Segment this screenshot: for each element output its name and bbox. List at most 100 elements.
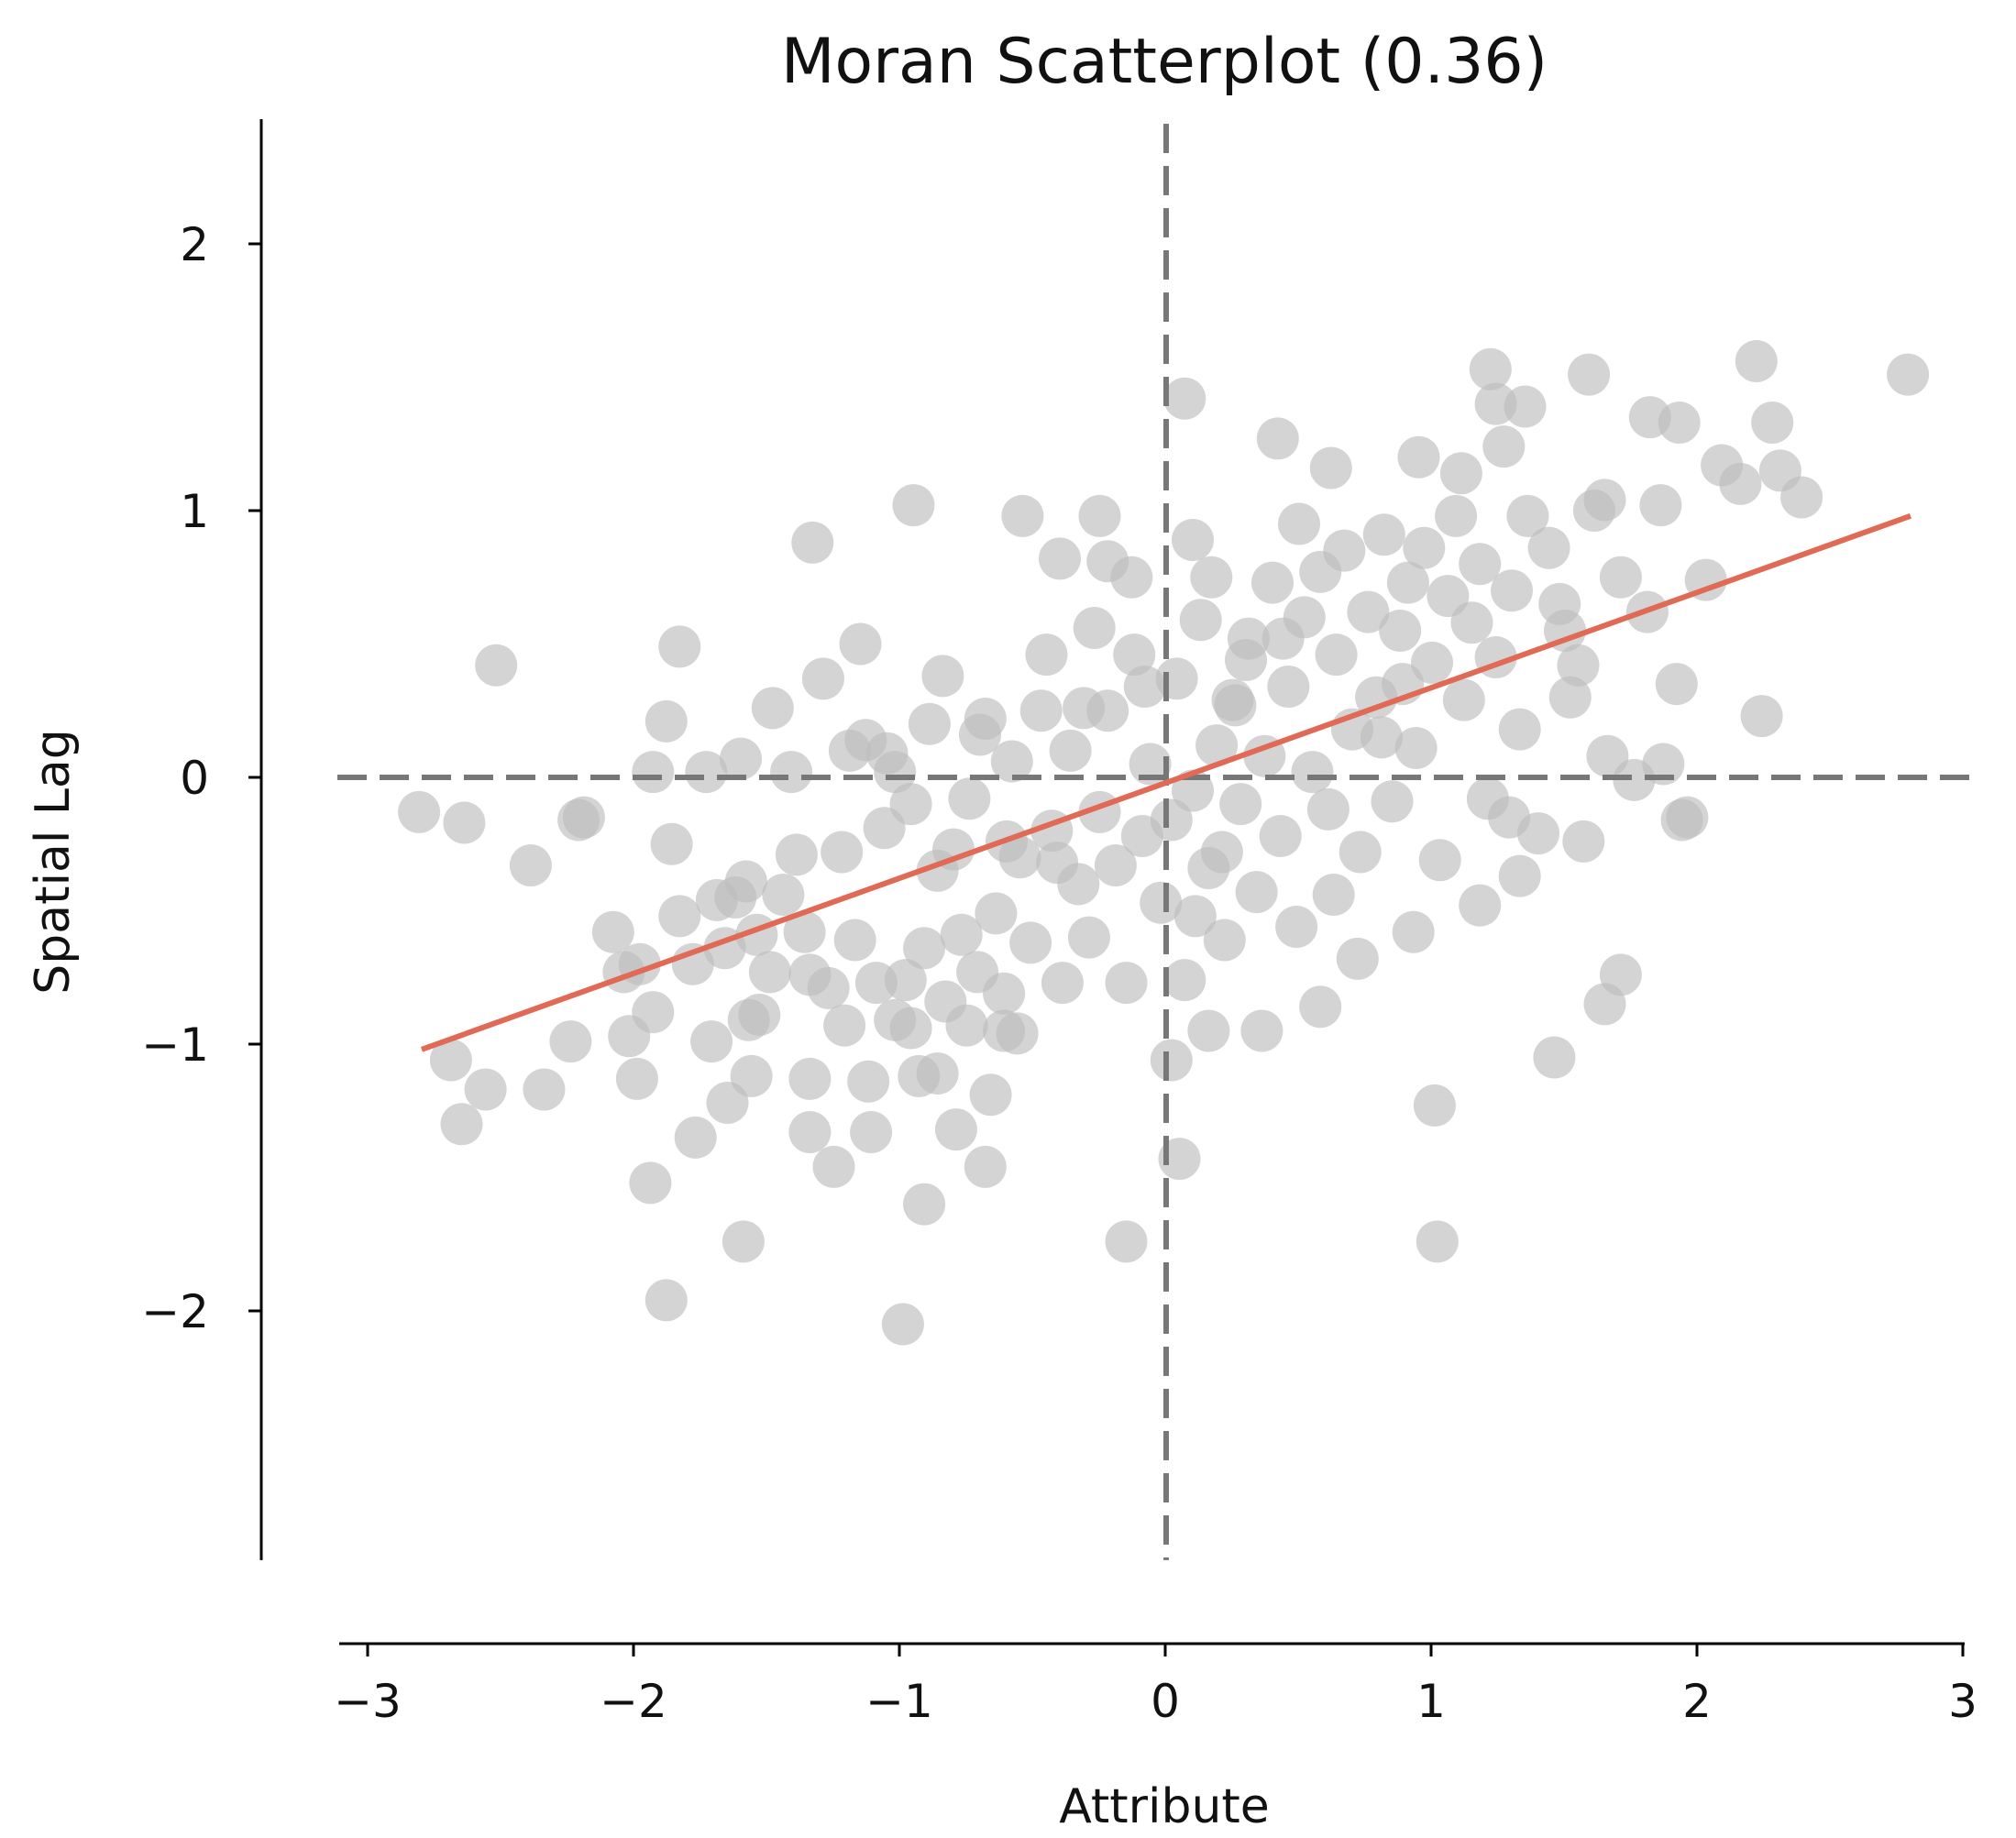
scatter-point — [1506, 494, 1549, 537]
scatter-point — [1025, 633, 1068, 677]
scatter-point — [812, 1145, 855, 1188]
scatter-point — [650, 822, 693, 865]
scatter-point — [1362, 513, 1405, 556]
scatter-point — [1225, 638, 1267, 681]
scatter-point — [969, 1073, 1012, 1117]
scatter-point — [1309, 446, 1352, 490]
scatter-point — [1498, 854, 1541, 897]
scatter-point — [1195, 724, 1239, 767]
scatter-point — [549, 1020, 592, 1063]
x-axis-ticks: −3 −2 −1 0 1 2 3 — [334, 1644, 1977, 1728]
scatter-point — [1658, 401, 1701, 444]
scatter-point — [903, 1183, 946, 1226]
scatter-point — [1291, 751, 1334, 794]
scatter-point — [948, 777, 991, 820]
scatter-point — [1172, 769, 1214, 812]
scatter-point — [823, 1004, 866, 1047]
scatter-point — [1360, 716, 1403, 759]
scatter-point — [1599, 556, 1642, 599]
y-tick-label: 2 — [180, 218, 209, 271]
scatter-point — [964, 1145, 1007, 1188]
scatter-point — [1312, 874, 1355, 917]
scatter-point — [934, 1108, 977, 1151]
scatter-point — [751, 687, 794, 730]
scatter-point — [1123, 666, 1166, 709]
scatter-point — [1740, 695, 1783, 738]
scatter-point — [1347, 590, 1390, 633]
scatter-point — [658, 895, 701, 938]
scatter-point — [658, 625, 701, 668]
scatter-point — [1063, 687, 1106, 730]
scatter-point — [1450, 601, 1493, 644]
scatter-point — [722, 1220, 765, 1263]
scatter-point — [1386, 561, 1429, 604]
scatter-point — [1439, 452, 1482, 495]
scatter-point — [801, 657, 844, 700]
scatter-point — [788, 1057, 832, 1100]
scatter-point — [398, 790, 441, 833]
scatter-point — [1336, 937, 1379, 980]
scatter-point — [724, 860, 767, 903]
scatter-point — [1150, 798, 1193, 842]
scatter-point — [1411, 641, 1453, 684]
scatter-point — [738, 993, 781, 1036]
scatter-point — [443, 801, 486, 844]
scatter-point — [1240, 1009, 1283, 1052]
scatter-point — [1214, 684, 1257, 727]
x-tick-label: 0 — [1151, 1675, 1180, 1728]
scatter-point — [1315, 633, 1358, 677]
y-tick-label: 1 — [180, 485, 209, 538]
scatter-point — [632, 751, 675, 794]
scatter-point — [1548, 676, 1592, 719]
scatter-point — [591, 910, 634, 953]
scatter-point — [509, 844, 552, 887]
scatter-point — [1435, 494, 1478, 537]
scatter-point — [1371, 780, 1414, 823]
scatter-point — [833, 919, 876, 962]
chart-title: Moran Scatterplot (0.36) — [781, 26, 1548, 98]
scatter-point — [440, 1103, 483, 1146]
scatter-point — [903, 927, 946, 970]
scatter-point — [1504, 385, 1547, 428]
scatter-point — [1110, 556, 1153, 599]
scatter-point — [821, 831, 864, 874]
scatter-point — [674, 1116, 717, 1159]
scatter-point — [762, 874, 805, 917]
scatter-point — [475, 644, 518, 687]
scatter-point — [839, 622, 882, 666]
scatter-point — [1073, 607, 1116, 650]
x-tick-label: −2 — [600, 1675, 667, 1728]
scatter-point — [770, 751, 813, 794]
scatter-point — [1041, 962, 1084, 1005]
scatter-point — [1599, 953, 1642, 996]
scatter-point — [1394, 726, 1438, 769]
scatter-point — [685, 751, 728, 794]
scatter-point — [608, 1015, 651, 1058]
scatter-point — [1179, 599, 1222, 642]
x-axis-label: Attribute — [1059, 1779, 1270, 1834]
scatter-point — [1735, 340, 1778, 383]
scatter-point — [881, 1303, 924, 1346]
scatter-point — [1498, 708, 1541, 751]
scatter-point — [1172, 519, 1214, 562]
regression-fit-line — [420, 512, 1912, 1052]
scatter-point — [990, 740, 1033, 783]
scatter-point — [1187, 1009, 1230, 1052]
scatter-point — [1719, 462, 1762, 505]
scatter-point — [690, 1020, 733, 1063]
scatter-point — [940, 913, 983, 956]
scatter-point — [1491, 569, 1533, 612]
scatter-point — [1751, 401, 1794, 444]
x-tick-label: −1 — [865, 1675, 933, 1728]
scatter-point — [889, 783, 932, 826]
scatter-point — [523, 1068, 566, 1111]
scatter-point — [1200, 831, 1243, 874]
scatter-point — [1278, 502, 1320, 545]
scatter-point — [629, 1161, 672, 1205]
scatter-point — [1642, 743, 1685, 786]
scatter-point — [1418, 839, 1461, 882]
scatter-point — [1527, 526, 1570, 569]
scatter-point — [959, 713, 1001, 756]
scatter-point — [1150, 1039, 1193, 1082]
scatter-point — [945, 1004, 988, 1047]
